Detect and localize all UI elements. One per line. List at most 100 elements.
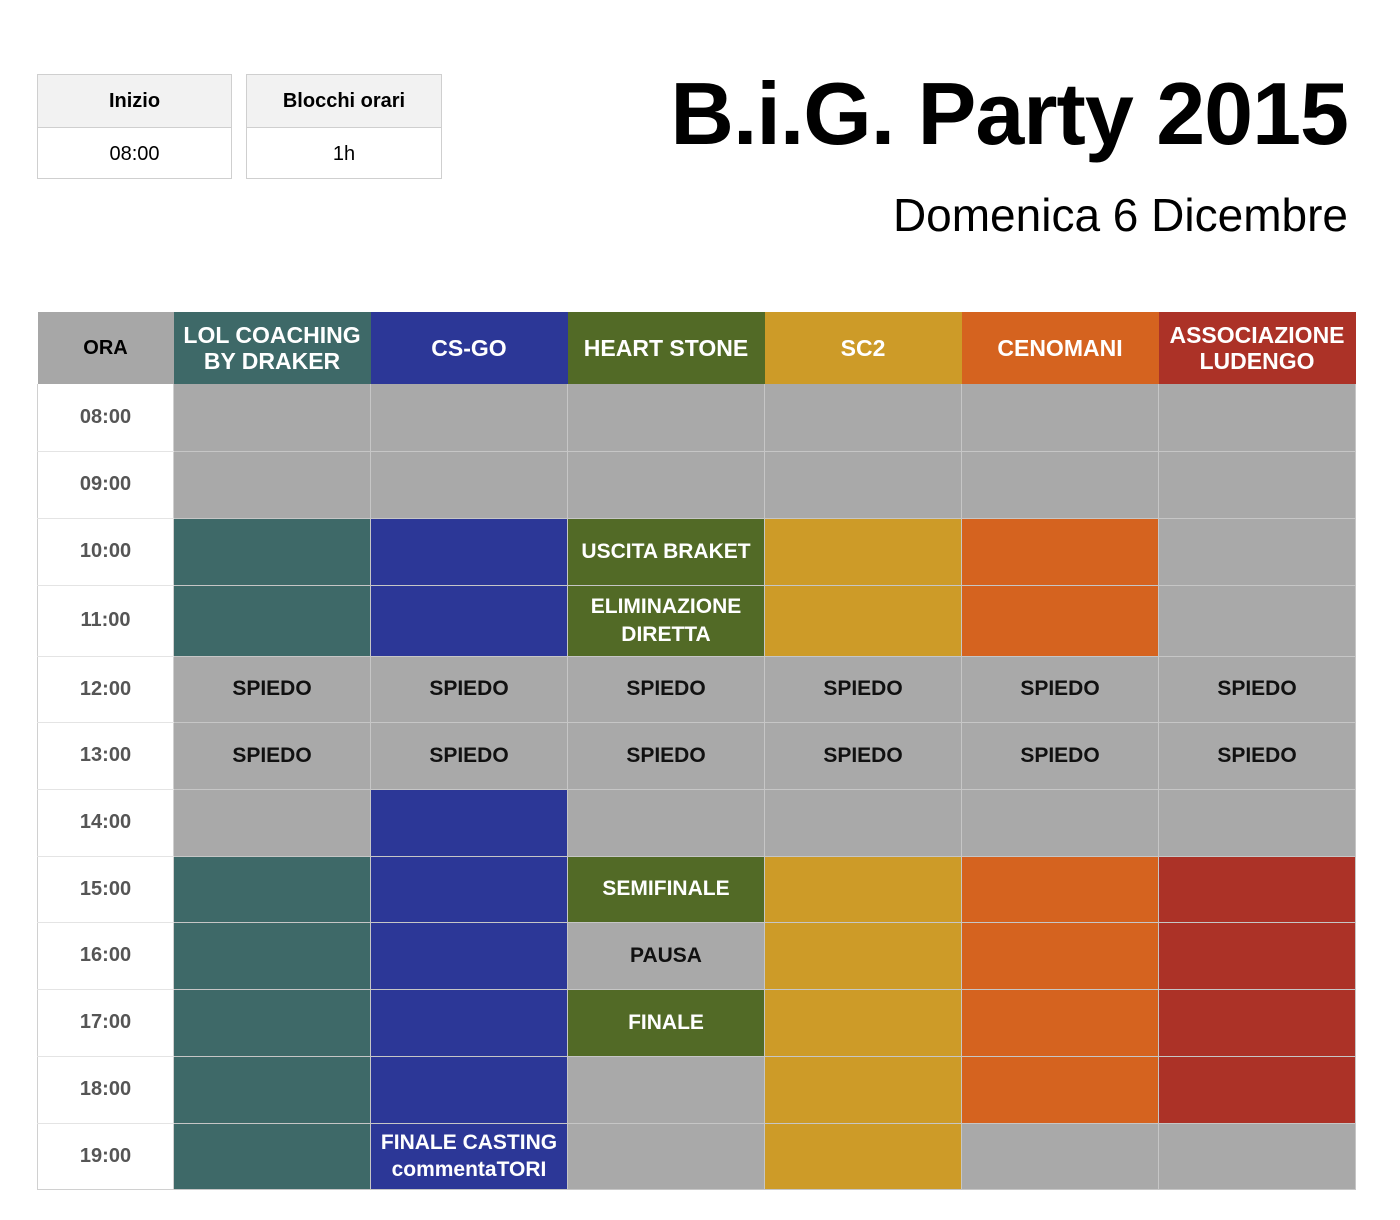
schedule-cell [961,451,1159,519]
schedule-cell [961,518,1159,586]
event-label: SPIEDO [823,743,903,767]
schedule-cell [961,1056,1159,1124]
column-header-lol: LOL COACHING BY DRAKER [173,312,371,384]
schedule-cell [370,585,568,657]
schedule-cell [961,922,1159,990]
schedule-cell [370,518,568,586]
schedule-cell [961,989,1159,1057]
schedule-cell [1158,922,1356,990]
schedule-cell [370,789,568,857]
column-header-label: LUDENGO [1199,348,1315,374]
schedule-header-row: ORA LOL COACHING BY DRAKER CS-GO HEART STONE… [37,312,1356,384]
column-header-label: CS-GO [431,334,507,361]
schedule-cell [370,989,568,1057]
schedule-cell [764,989,962,1057]
event-label: SPIEDO [1020,677,1100,701]
schedule-cell: SPIEDO [961,656,1159,723]
time-slot-label: 18:00 [37,1056,174,1124]
event-label: SEMIFINALE [602,877,730,901]
schedule-row: 08:00 [37,384,1356,452]
schedule-cell: SPIEDO [1158,722,1356,790]
event-label-line2: DIRETTA [621,622,711,646]
column-header-label: HEART STONE [583,334,749,361]
schedule-row: 15:00 SEMIFINALE [37,856,1356,923]
time-slot-label: 13:00 [37,722,174,790]
schedule-cell [1158,585,1356,657]
schedule-cell [1158,856,1356,923]
event-label: ELIMINAZIONE [590,595,742,619]
schedule-cell [764,1056,962,1124]
schedule-cell [764,518,962,586]
start-time-box: Inizio 08:00 [37,74,232,179]
event-label: SPIEDO [429,677,509,701]
schedule-cell: FINALE CASTING commentaTORI [370,1123,568,1190]
column-header-cenomani: CENOMANI [961,312,1159,384]
schedule-cell: FINALE [567,989,765,1057]
time-slot-label: 08:00 [37,384,174,452]
column-header-csgo: CS-GO [370,312,568,384]
schedule-cell: USCITA BRAKET [567,518,765,586]
schedule-cell [764,922,962,990]
time-slot-label: 12:00 [37,656,174,723]
event-label-line2: commentaTORI [391,1158,547,1181]
time-slot-label: 15:00 [37,856,174,923]
event-label: SPIEDO [232,743,312,767]
column-header-label: SC2 [840,334,886,361]
schedule-cell [764,384,962,452]
event-label: FINALE CASTING [380,1130,558,1154]
schedule-cell [764,451,962,519]
schedule-cell [370,384,568,452]
event-label: SPIEDO [429,743,509,767]
schedule-row: 18:00 [37,1056,1356,1124]
time-slot-label: 10:00 [37,518,174,586]
event-label: PAUSA [630,943,702,967]
event-label: SPIEDO [1020,743,1100,767]
schedule-cell [1158,789,1356,857]
event-label: USCITA BRAKET [581,539,751,563]
schedule-cell [567,384,765,452]
schedule-row: 10:00 USCITA BRAKET [37,518,1356,586]
column-header-sc2: SC2 [764,312,962,384]
column-header-ludengo: ASSOCIAZIONE LUDENGO [1158,312,1356,384]
schedule-cell [370,856,568,923]
time-slot-label: 17:00 [37,989,174,1057]
schedule-cell: SPIEDO [764,722,962,790]
time-slot-label: 11:00 [37,585,174,657]
schedule-cell [173,1123,371,1190]
schedule-cell: SPIEDO [370,722,568,790]
event-label: FINALE [628,1010,704,1034]
schedule-cell [764,789,962,857]
schedule-cell: SPIEDO [1158,656,1356,723]
schedule-cell [1158,1056,1356,1124]
page-subtitle: Domenica 6 Dicembre [892,189,1348,241]
schedule-cell [173,384,371,452]
column-header-label: ASSOCIAZIONE [1169,321,1345,348]
schedule-cell [764,1123,962,1190]
time-column-header: ORA [37,312,174,384]
event-label: SPIEDO [626,677,706,701]
schedule-cell [961,585,1159,657]
schedule-cell [370,451,568,519]
schedule-row: 17:00 FINALE [37,989,1356,1057]
schedule-cell [173,922,371,990]
schedule-cell [173,1056,371,1124]
column-header-hs: HEART STONE [567,312,765,384]
schedule-cell: SPIEDO [173,722,371,790]
time-blocks-value: 1h [332,142,356,165]
schedule-row: 16:00 PAUSA [37,922,1356,990]
schedule-cell: ELIMINAZIONE DIRETTA [567,585,765,657]
schedule-cell [961,789,1159,857]
schedule-row: 12:00 SPIEDO SPIEDO SPIEDO SPIEDO SPIEDO SPIED… [37,656,1356,723]
schedule-cell: SPIEDO [764,656,962,723]
schedule-cell [567,789,765,857]
schedule-cell: PAUSA [567,922,765,990]
time-blocks-label: Blocchi orari [247,75,441,128]
schedule-row: 14:00 [37,789,1356,857]
column-header-label: CENOMANI [997,334,1123,361]
schedule-cell [764,856,962,923]
schedule-cell [1158,1123,1356,1190]
schedule-cell [1158,518,1356,586]
schedule-cell [1158,989,1356,1057]
column-header-label: LOL COACHING [183,321,361,348]
schedule-cell [961,1123,1159,1190]
